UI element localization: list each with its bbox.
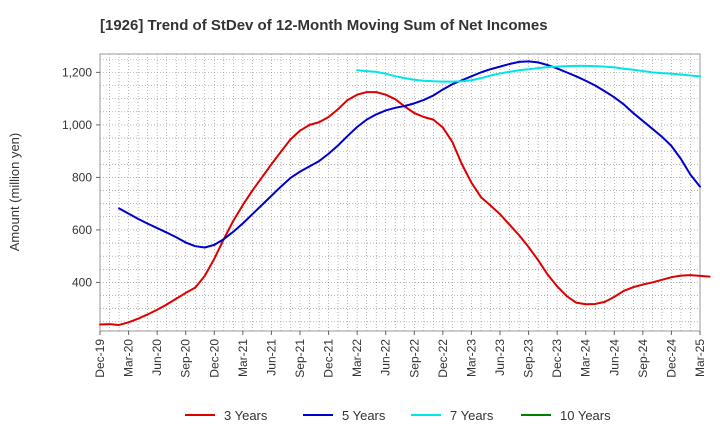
x-tick-label: Jun-21 xyxy=(264,339,278,376)
x-tick-label: Sep-22 xyxy=(407,339,421,378)
x-tick-label: Mar-22 xyxy=(350,339,364,377)
x-tick-label: Dec-19 xyxy=(93,339,107,378)
x-tick-label: Jun-24 xyxy=(607,339,621,376)
plot-area xyxy=(99,53,701,332)
x-tick-label: Mar-25 xyxy=(693,339,707,377)
y-axis-ticks: 400 600 800 1,000 1,200 xyxy=(62,65,100,289)
x-tick-label: Mar-21 xyxy=(236,339,250,377)
series-layer xyxy=(99,60,711,326)
series-line-7-years xyxy=(356,64,701,83)
x-tick-label: Mar-20 xyxy=(122,339,136,377)
y-axis-label: Amount (million yen) xyxy=(7,133,22,252)
y-tick-label: 1,000 xyxy=(62,118,92,132)
x-tick-label: Jun-22 xyxy=(379,339,393,376)
y-tick-label: 600 xyxy=(72,223,92,237)
chart-title: [1926] Trend of StDev of 12-Month Moving… xyxy=(100,17,548,34)
legend: 3 Years 5 Years 7 Years 10 Years xyxy=(185,408,611,423)
legend-label: 3 Years xyxy=(224,408,268,423)
grid xyxy=(100,54,700,331)
x-tick-label: Dec-23 xyxy=(550,339,564,378)
legend-label: 10 Years xyxy=(560,408,611,423)
y-tick-label: 800 xyxy=(72,170,92,184)
y-tick-label: 400 xyxy=(72,275,92,289)
x-tick-label: Sep-21 xyxy=(293,339,307,378)
x-tick-label: Dec-24 xyxy=(664,339,678,378)
x-tick-label: Dec-21 xyxy=(322,339,336,378)
legend-label: 5 Years xyxy=(342,408,386,423)
x-tick-label: Mar-23 xyxy=(464,339,478,377)
x-tick-label: Sep-24 xyxy=(636,339,650,378)
y-tick-label: 1,200 xyxy=(62,65,92,79)
x-tick-label: Dec-22 xyxy=(436,339,450,378)
series-line-5-years xyxy=(118,60,701,249)
x-axis-ticks: Dec-19 Mar-20 Jun-20 Sep-20 Dec-20 Mar-21 Jun-… xyxy=(93,331,707,378)
x-tick-label: Sep-23 xyxy=(522,339,536,378)
x-tick-label: Jun-20 xyxy=(150,339,164,376)
x-tick-label: Dec-20 xyxy=(207,339,221,378)
x-tick-label: Mar-24 xyxy=(579,339,593,377)
x-tick-label: Jun-23 xyxy=(493,339,507,376)
legend-label: 7 Years xyxy=(450,408,494,423)
x-tick-label: Sep-20 xyxy=(179,339,193,378)
